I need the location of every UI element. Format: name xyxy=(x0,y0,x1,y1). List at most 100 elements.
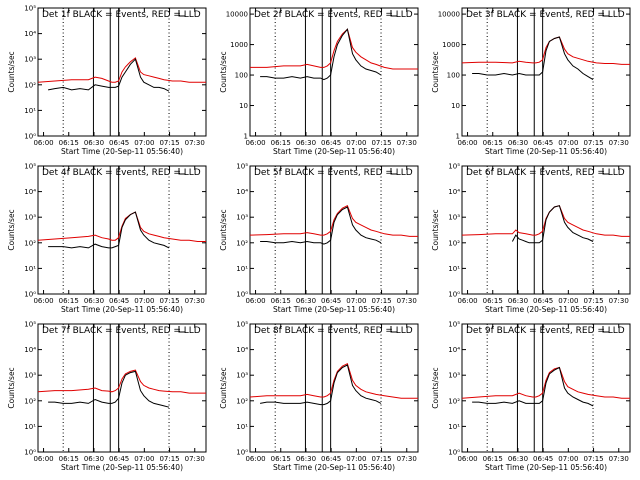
x-tick-label: 06:00 xyxy=(457,455,477,463)
y-tick-label: 10⁴ xyxy=(448,346,460,354)
series-line-lld xyxy=(250,28,418,70)
y-tick-label: 10³ xyxy=(236,214,248,222)
y-tick-label: 10⁰ xyxy=(448,449,460,457)
plot-frame xyxy=(37,165,207,295)
x-tick-label: 06:30 xyxy=(508,297,528,305)
x-tick-label: 06:15 xyxy=(59,455,79,463)
x-tick-label: 07:00 xyxy=(346,455,366,463)
x-tick-label: 06:15 xyxy=(59,297,79,305)
x-tick-label: 06:30 xyxy=(508,139,528,147)
range-marker xyxy=(390,10,397,17)
plot-frame xyxy=(461,165,631,295)
y-tick-label: 10⁰ xyxy=(24,449,36,457)
x-tick-label: 06:30 xyxy=(84,455,104,463)
x-tick-label: 06:00 xyxy=(245,297,265,305)
range-marker xyxy=(178,326,185,333)
chart-title: Det 6f BLACK = Events, RED = LLD xyxy=(466,168,625,178)
x-tick-label: 06:30 xyxy=(296,139,316,147)
x-tick-label: 06:45 xyxy=(533,297,553,305)
x-tick-label: 07:00 xyxy=(134,455,154,463)
x-tick-label: 07:30 xyxy=(397,297,417,305)
y-tick-label: 10⁴ xyxy=(24,188,36,196)
series-line-events xyxy=(260,206,382,245)
chart-title: Det 9f BLACK = Events, RED = LLD xyxy=(466,326,625,336)
y-tick-label: 10⁴ xyxy=(24,346,36,354)
x-tick-label: 06:00 xyxy=(245,455,265,463)
y-axis-label: Counts/sec xyxy=(219,367,228,408)
x-tick-label: 06:15 xyxy=(483,455,503,463)
y-tick-label: 10⁵ xyxy=(24,321,36,329)
x-tick-label: 06:30 xyxy=(84,139,104,147)
x-tick-label: 07:15 xyxy=(371,455,391,463)
y-tick-label: 10⁵ xyxy=(24,5,36,13)
x-tick-label: 07:15 xyxy=(583,297,603,305)
y-tick-label: 10⁵ xyxy=(236,321,248,329)
y-tick-label: 10⁰ xyxy=(236,449,248,457)
x-tick-label: 06:45 xyxy=(321,455,341,463)
y-tick-label: 10² xyxy=(24,81,36,89)
y-tick-label: 10⁵ xyxy=(24,163,36,171)
plot-frame xyxy=(249,323,419,453)
x-tick-label: 07:15 xyxy=(159,139,179,147)
x-tick-label: 07:30 xyxy=(397,455,417,463)
x-tick-label: 06:15 xyxy=(59,139,79,147)
y-tick-label: 10¹ xyxy=(24,107,36,115)
x-tick-label: 07:30 xyxy=(185,139,205,147)
y-tick-label: 10⁵ xyxy=(236,163,248,171)
x-tick-label: 07:15 xyxy=(159,297,179,305)
range-marker xyxy=(178,168,185,175)
y-tick-label: 10⁰ xyxy=(24,133,36,141)
plot-frame xyxy=(249,7,419,137)
y-tick-label: 10000 xyxy=(438,11,460,19)
y-tick-label: 10¹ xyxy=(448,423,460,431)
y-tick-label: 10² xyxy=(448,239,460,247)
x-tick-label: 06:45 xyxy=(109,455,129,463)
x-tick-label: 06:00 xyxy=(457,297,477,305)
x-tick-label: 06:45 xyxy=(109,297,129,305)
y-axis-label: Counts/sec xyxy=(7,51,16,92)
plot-frame xyxy=(37,7,207,137)
x-tick-label: 06:45 xyxy=(533,455,553,463)
y-tick-label: 1000 xyxy=(442,41,460,49)
x-tick-label: 07:30 xyxy=(397,139,417,147)
series-line-events xyxy=(260,364,382,406)
range-marker xyxy=(390,326,397,333)
y-tick-label: 10 xyxy=(239,102,248,110)
series-line-lld xyxy=(249,362,418,399)
series-line-lld xyxy=(249,205,418,237)
x-tick-label: 06:15 xyxy=(483,139,503,147)
y-tick-label: 10³ xyxy=(448,372,460,380)
y-tick-label: 10¹ xyxy=(448,265,460,273)
y-tick-label: 10³ xyxy=(24,372,36,380)
x-tick-label: 06:45 xyxy=(109,139,129,147)
x-tick-label: 06:30 xyxy=(508,455,528,463)
x-tick-label: 06:00 xyxy=(33,455,53,463)
plot-frame xyxy=(37,323,207,453)
series-line-events xyxy=(48,211,170,249)
chart-panel-8: Det 8f BLACK = Events, RED = LLD 06:00 06:… xyxy=(219,321,419,472)
chart-title: Det 8f BLACK = Events, RED = LLD xyxy=(254,326,413,336)
range-marker xyxy=(178,10,185,17)
x-tick-label: 06:45 xyxy=(533,139,553,147)
y-axis-label: Counts/sec xyxy=(219,209,228,250)
series-line-events xyxy=(472,36,594,81)
y-tick-label: 10² xyxy=(236,397,248,405)
x-tick-label: 07:00 xyxy=(346,297,366,305)
y-tick-label: 10⁰ xyxy=(448,291,460,299)
chart-title: Det 4f BLACK = Events, RED = LLD xyxy=(42,168,201,178)
x-tick-label: 07:00 xyxy=(558,139,578,147)
y-tick-label: 10⁰ xyxy=(24,291,36,299)
y-tick-label: 10¹ xyxy=(24,265,36,273)
x-axis-label: Start Time (20-Sep-11 05:56:40) xyxy=(61,463,183,472)
chart-title: Det 2f BLACK = Events, RED = LLD xyxy=(254,10,413,20)
series-line-events xyxy=(511,205,594,244)
chart-title: Det 7f BLACK = Events, RED = LLD xyxy=(42,326,201,336)
y-tick-label: 10000 xyxy=(226,11,248,19)
x-tick-label: 06:00 xyxy=(245,139,265,147)
x-axis-label: Start Time (20-Sep-11 05:56:40) xyxy=(273,463,395,472)
y-tick-label: 10¹ xyxy=(236,265,248,273)
y-axis-label: Counts/sec xyxy=(431,51,440,92)
y-tick-label: 10⁴ xyxy=(448,188,460,196)
x-axis-label: Start Time (20-Sep-11 05:56:40) xyxy=(273,305,395,314)
plot-frame xyxy=(461,323,631,453)
